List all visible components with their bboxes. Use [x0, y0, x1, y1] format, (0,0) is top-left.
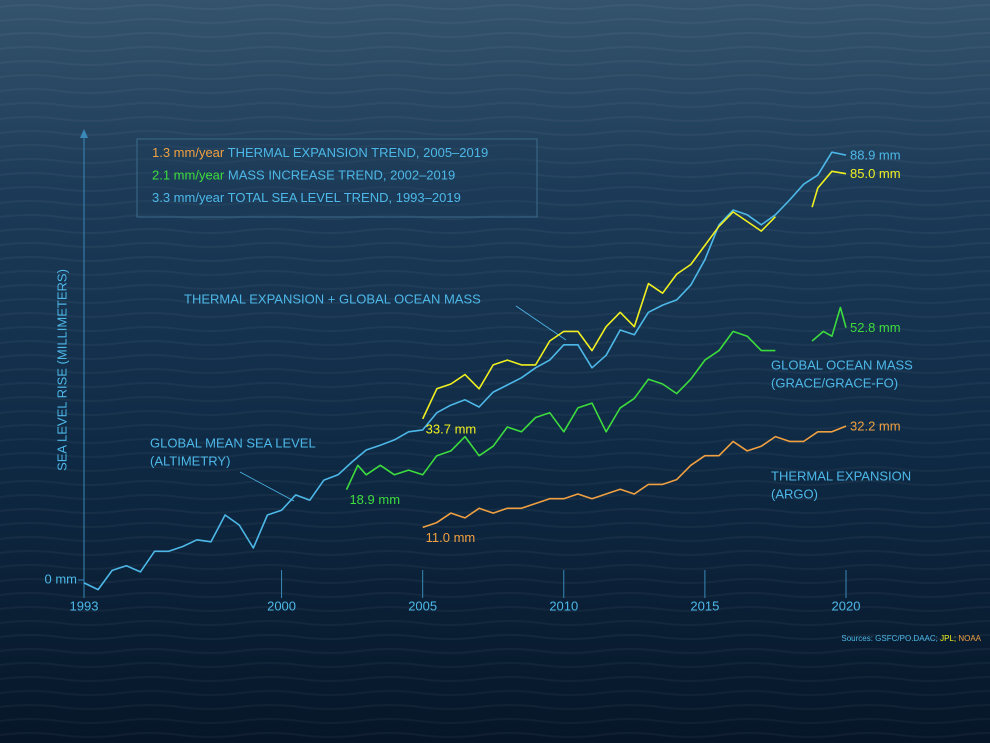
series-line	[421, 170, 847, 420]
x-tick-label: 2020	[832, 598, 861, 613]
y-tick-label: 0 mm	[45, 571, 78, 586]
sources: Sources: GSFC/PO.DAAC; JPL; NOAA	[841, 634, 981, 643]
x-tick-label: 2000	[267, 598, 296, 613]
x-tick-label: 1993	[70, 598, 99, 613]
legend-entry: 3.3 mm/year TOTAL SEA LEVEL TREND, 1993–…	[152, 190, 461, 205]
source-part: JPL;	[938, 634, 956, 643]
series-name: GLOBAL MEAN SEA LEVEL	[150, 435, 316, 450]
series-name: THERMAL EXPANSION	[771, 468, 911, 483]
series-source: (ALTIMETRY)	[150, 453, 230, 468]
leader-line	[239, 471, 295, 502]
series-name: GLOBAL OCEAN MASS	[771, 357, 913, 372]
legend-entry: 2.1 mm/year MASS INCREASE TREND, 2002–20…	[152, 168, 455, 183]
x-tick-label: 2005	[408, 598, 437, 613]
legend-rate: 3.3 mm/year	[152, 190, 225, 205]
series-line	[83, 151, 847, 591]
x-tick-label: 2010	[549, 598, 578, 613]
value-label: 33.7 mm	[426, 421, 477, 436]
value-label: 32.2 mm	[850, 419, 901, 434]
source-part: Sources: GSFC/PO.DAAC;	[841, 634, 937, 643]
value-label: 18.9 mm	[349, 492, 400, 507]
y-axis-arrow	[80, 129, 88, 138]
series-source: (ARGO)	[771, 486, 818, 501]
legend-entry: 1.3 mm/year THERMAL EXPANSION TREND, 200…	[152, 145, 488, 160]
legend-rate: 2.1 mm/year	[152, 168, 225, 183]
series-name: THERMAL EXPANSION + GLOBAL OCEAN MASS	[184, 291, 481, 306]
series-source: (GRACE/GRACE-FO)	[771, 375, 898, 390]
leader-line	[515, 305, 567, 341]
x-tick-label: 2015	[690, 598, 719, 613]
value-label: 88.9 mm	[850, 147, 901, 162]
legend-text: THERMAL EXPANSION TREND, 2005–2019	[224, 145, 488, 160]
legend-text: MASS INCREASE TREND, 2002–2019	[224, 168, 455, 183]
series-line	[422, 425, 847, 529]
source-part: NOAA	[956, 634, 982, 643]
legend-text: TOTAL SEA LEVEL TREND, 1993–2019	[224, 190, 461, 205]
value-label: 85.0 mm	[850, 166, 901, 181]
axes	[80, 129, 88, 598]
series-line	[345, 306, 847, 491]
value-label: 52.8 mm	[850, 320, 901, 335]
y-axis-label: SEA LEVEL RISE (MILLIMETERS)	[54, 269, 69, 471]
legend-rate: 1.3 mm/year	[152, 145, 225, 160]
legend-box	[136, 138, 538, 218]
value-label: 11.0 mm	[426, 530, 476, 545]
